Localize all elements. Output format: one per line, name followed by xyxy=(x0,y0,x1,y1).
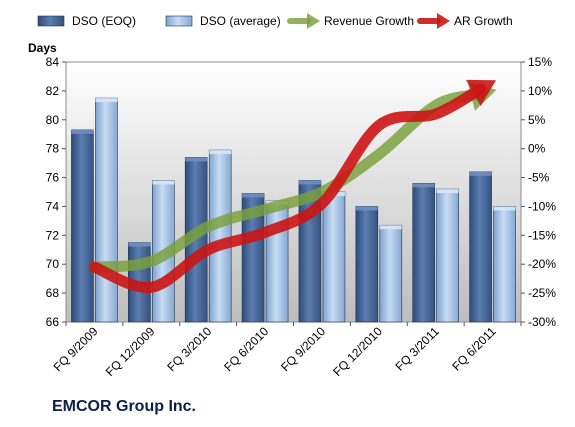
bar-cap-dso-eoq xyxy=(412,183,435,188)
y-tick-label: 80 xyxy=(46,113,60,127)
bar-dso-average xyxy=(322,191,346,323)
bar-cap-dso-eoq xyxy=(242,193,265,198)
legend-label: DSO (average) xyxy=(200,14,281,28)
legend-item: DSO (average) xyxy=(165,14,281,28)
x-tick-label: FQ 9/2009 xyxy=(51,324,101,374)
bar-dso-average xyxy=(493,206,516,323)
y-tick-label: 76 xyxy=(46,171,60,185)
growth-lines-layer xyxy=(88,79,497,293)
bar-cap-dso-eoq xyxy=(298,180,321,185)
bar-cap-dso-eoq xyxy=(128,242,151,247)
bar-dso-average xyxy=(265,200,289,323)
bar-cap-dso-average xyxy=(379,225,402,230)
y2-tick-label: -10% xyxy=(528,199,556,213)
bar-dso-eoq xyxy=(412,183,435,323)
x-tick-label: FQ 6/2010 xyxy=(221,324,271,374)
chart-title: EMCOR Group Inc. xyxy=(52,398,196,415)
y-tick-label: 78 xyxy=(46,142,60,156)
arrowhead-ar-growth xyxy=(466,79,497,107)
bar-dso-eoq xyxy=(355,206,379,323)
x-tick-label: FQ 3/2011 xyxy=(392,324,442,374)
bar-cap-dso-average xyxy=(493,206,516,211)
legend-label: DSO (EOQ) xyxy=(72,14,136,28)
bar-dso-average xyxy=(379,224,403,323)
legend-swatch-bar xyxy=(37,15,65,27)
legend-swatch-bar xyxy=(165,15,193,27)
y2-tick-label: 10% xyxy=(528,84,552,98)
legend-label: AR Growth xyxy=(454,14,513,28)
y2-tick-label: -30% xyxy=(528,315,556,329)
bar-cap-dso-average xyxy=(152,180,175,185)
legend-item: AR Growth xyxy=(417,13,513,29)
y2-tick-label: -15% xyxy=(528,228,556,242)
y-tick-label: 74 xyxy=(46,199,60,213)
bar-cap-dso-average xyxy=(95,98,118,103)
y-tick-label: 68 xyxy=(46,286,60,300)
bar-cap-dso-average xyxy=(436,189,459,194)
legend-label: Revenue Growth xyxy=(324,14,414,28)
line-revenue-growth xyxy=(88,88,485,273)
legend-swatch-arrow xyxy=(437,13,450,29)
bar-cap-dso-average xyxy=(209,150,232,155)
legend-item: DSO (EOQ) xyxy=(37,14,136,28)
legend-item: Revenue Growth xyxy=(287,13,414,29)
y2-tick-label: 5% xyxy=(528,113,546,127)
y-axis-label: Days xyxy=(28,41,57,55)
bar-dso-average xyxy=(208,149,232,323)
bar-dso-eoq xyxy=(469,171,492,323)
bar-cap-dso-eoq xyxy=(469,171,492,176)
legend-swatch-arrow xyxy=(307,13,320,29)
bar-dso-average xyxy=(436,188,459,323)
line-ar-growth xyxy=(88,83,486,293)
y2-tick-label: -5% xyxy=(528,171,550,185)
bar-cap-dso-eoq xyxy=(355,206,378,211)
x-tick-label: FQ 3/2010 xyxy=(164,324,214,374)
x-tick-label: FQ 12/2010 xyxy=(330,324,385,379)
y-tick-label: 72 xyxy=(46,228,60,242)
legend: DSO (EOQ) DSO (average) Revenue Growth AR G… xyxy=(37,13,513,29)
y2-tick-label: -25% xyxy=(528,286,556,300)
x-tick-label: FQ 9/2010 xyxy=(278,324,328,374)
y-tick-label: 66 xyxy=(46,315,60,329)
y-tick-label: 70 xyxy=(46,257,60,271)
y2-tick-label: -20% xyxy=(528,257,556,271)
x-tick-label: FQ 12/2009 xyxy=(103,324,158,379)
bar-dso-average xyxy=(95,97,118,323)
y-tick-label: 82 xyxy=(46,84,60,98)
x-tick-label: FQ 6/2011 xyxy=(449,324,499,374)
bar-dso-eoq xyxy=(71,129,94,323)
y-tick-label: 84 xyxy=(46,55,60,69)
y2-tick-label: 0% xyxy=(528,142,546,156)
bar-cap-dso-eoq xyxy=(185,157,208,162)
y2-tick-label: 15% xyxy=(528,55,552,69)
bar-cap-dso-eoq xyxy=(71,129,94,134)
